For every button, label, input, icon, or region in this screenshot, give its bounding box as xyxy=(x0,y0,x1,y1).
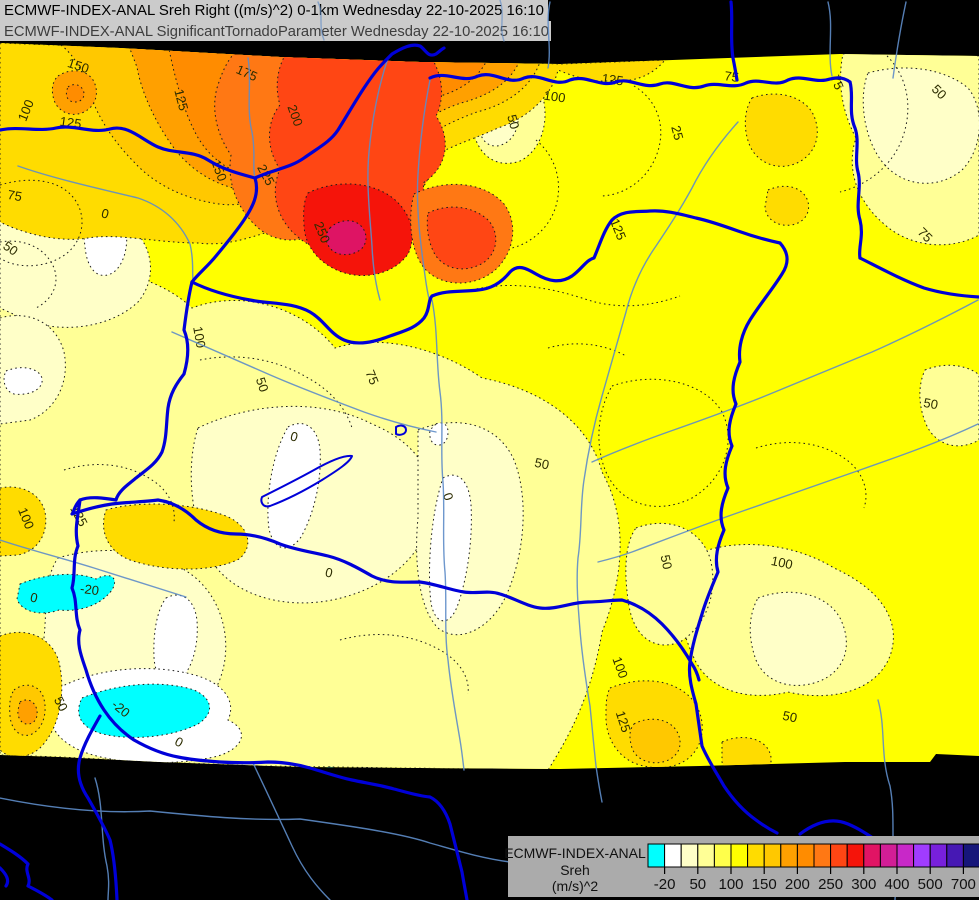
colorbar xyxy=(647,843,979,868)
contour-label: 75 xyxy=(6,187,23,204)
contour-label: 50 xyxy=(658,553,676,570)
colorbar-cell xyxy=(730,843,749,868)
contour-field xyxy=(0,43,979,769)
colorbar-cell xyxy=(863,843,881,868)
colorbar-cell xyxy=(780,843,798,868)
title-bar: ECMWF-INDEX-ANAL Sreh Right ((m/s)^2) 0-… xyxy=(0,0,551,41)
colorbar-tick-label: 150 xyxy=(752,876,777,893)
colorbar-cell xyxy=(680,843,699,868)
colorbar-cell xyxy=(763,843,782,868)
title-bar-bg-2 xyxy=(0,21,551,41)
contour-label: 100 xyxy=(609,655,631,681)
colorbar-tick-label: 100 xyxy=(718,876,743,893)
colorbar-cell xyxy=(962,843,979,868)
contour-label: 200 xyxy=(284,103,306,129)
contour-label: -20 xyxy=(79,581,100,598)
contour-label: 50 xyxy=(51,694,71,714)
colorbar-cell xyxy=(896,843,915,868)
contour-label: 150 xyxy=(66,55,91,76)
contour-label: 0 xyxy=(324,565,334,581)
colorbar-tick-label: 400 xyxy=(884,876,909,893)
contour-label: 0 xyxy=(289,428,300,444)
colorbar-ticks: -20 50 100 150 200 250 300 400 500 700 xyxy=(654,867,976,893)
legend-parameter: Sreh xyxy=(560,862,590,878)
colorbar-cell xyxy=(697,843,715,868)
contour-label: 75 xyxy=(363,368,382,387)
title-line-2: ECMWF-INDEX-ANAL SignificantTornadoParam… xyxy=(4,23,549,40)
colorbar-cell xyxy=(647,843,666,868)
colorbar-tick-label: 700 xyxy=(951,876,976,893)
title-line-1: ECMWF-INDEX-ANAL Sreh Right ((m/s)^2) 0-… xyxy=(4,2,544,19)
title-bar-bg-1 xyxy=(0,0,548,21)
legend-title: ECMWF-INDEX-ANAL xyxy=(504,845,646,861)
colorbar-cell xyxy=(913,843,931,868)
contour-label: 0 xyxy=(29,590,39,606)
colorbar-cell xyxy=(830,843,848,868)
colorbar-tick-label: 500 xyxy=(918,876,943,893)
colorbar-cell xyxy=(846,843,865,868)
contour-label: 100 xyxy=(543,88,567,106)
colorbar-cell xyxy=(747,843,765,868)
legend: ECMWF-INDEX-ANAL Sreh (m/s)^2 -20 50 100 15… xyxy=(504,836,979,897)
contour-label: 25 xyxy=(668,124,686,142)
contour-label: 50 xyxy=(533,455,550,473)
contour-label: 100 xyxy=(190,325,209,349)
contour-label: 0 xyxy=(440,491,457,503)
contour-label: 50 xyxy=(0,238,20,259)
contour-label: 125 xyxy=(613,709,634,734)
contour-label: 0 xyxy=(100,205,111,221)
colorbar-cell xyxy=(664,843,682,868)
colorbar-tick-label: 50 xyxy=(689,876,706,893)
colorbar-cell xyxy=(813,843,832,868)
contour-label: 125 xyxy=(171,87,191,112)
colorbar-cell xyxy=(796,843,815,868)
colorbar-tick-label: 300 xyxy=(851,876,876,893)
legend-units: (m/s)^2 xyxy=(552,878,598,894)
colorbar-cell xyxy=(929,843,948,868)
contour-label: 100 xyxy=(770,553,794,572)
contour-label: 50 xyxy=(922,395,939,412)
contour-label: 50 xyxy=(253,375,272,393)
colorbar-tick-label: -20 xyxy=(654,876,676,893)
colorbar-tick-label: 200 xyxy=(785,876,810,893)
colorbar-tick-label: 250 xyxy=(818,876,843,893)
contour-label: 50 xyxy=(504,113,522,131)
colorbar-cell xyxy=(946,843,964,868)
colorbar-cell xyxy=(879,843,898,868)
contour-label: 50 xyxy=(781,708,798,726)
colorbar-cell xyxy=(713,843,732,868)
